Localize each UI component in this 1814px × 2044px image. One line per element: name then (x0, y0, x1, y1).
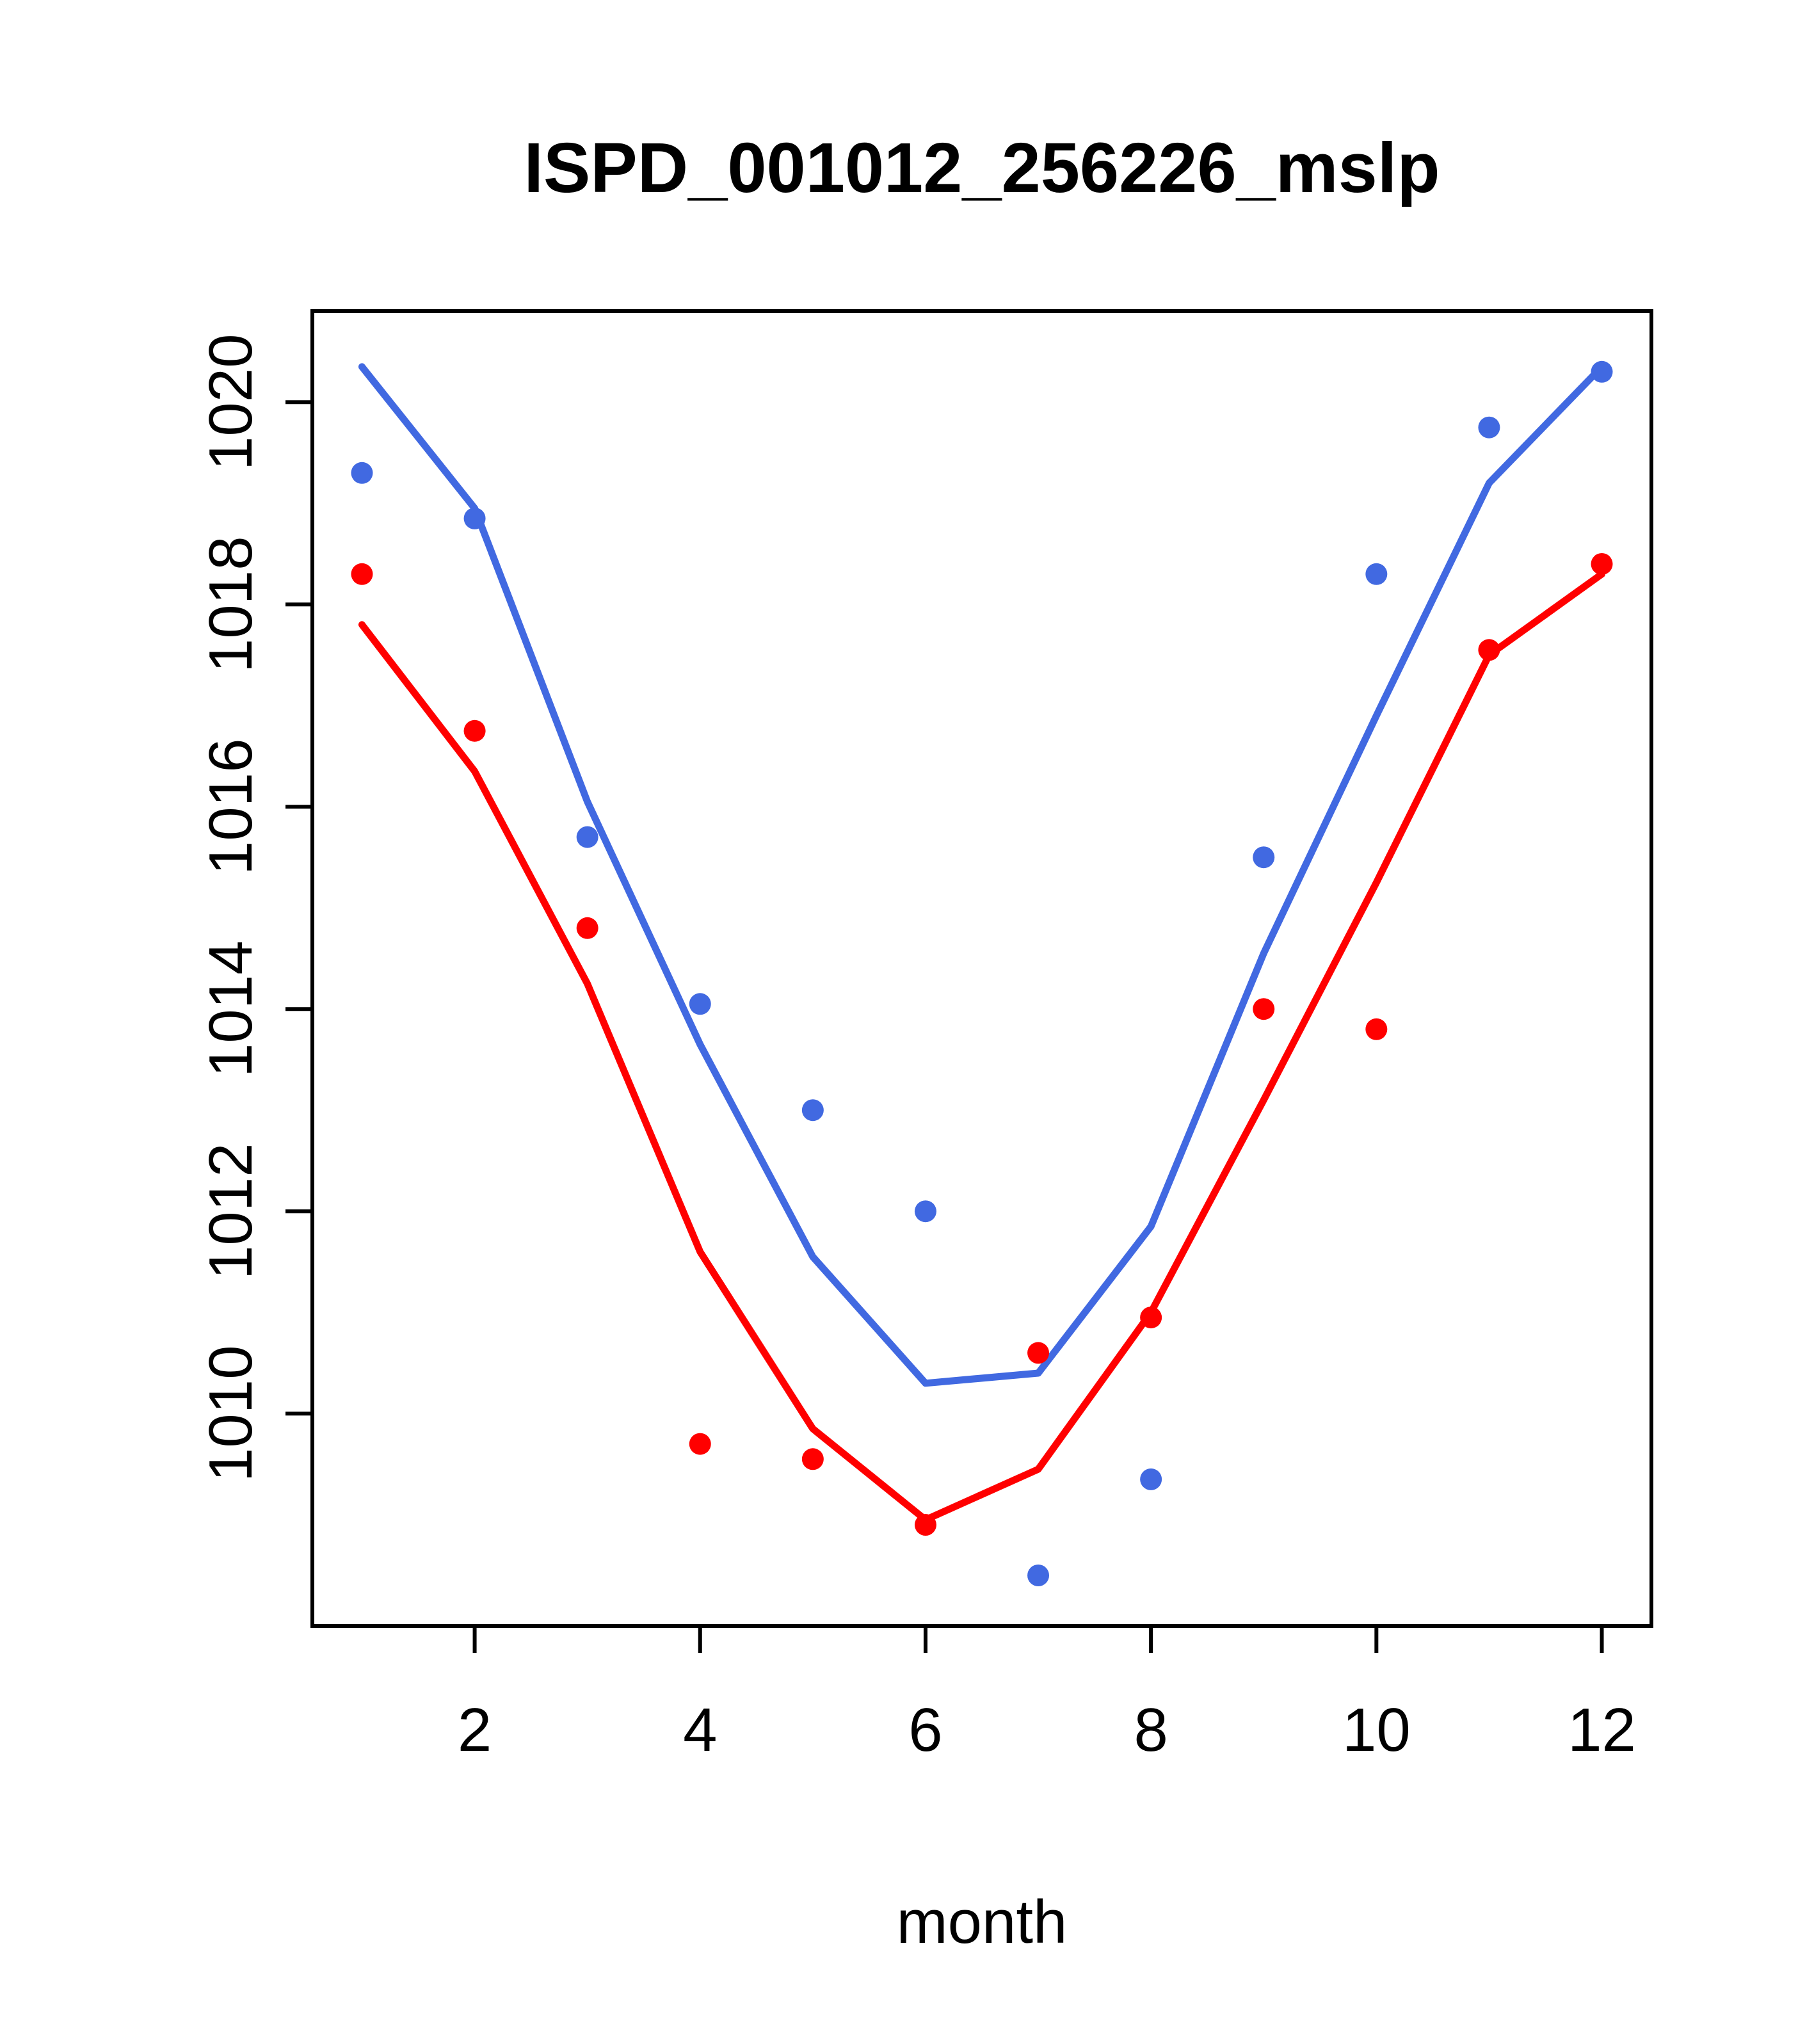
x-axis-tick-label: 6 (908, 1696, 942, 1764)
red-points-marker (351, 563, 373, 585)
red-points-marker (801, 1448, 824, 1470)
red-points-marker (1253, 998, 1275, 1020)
red-points-marker (463, 720, 486, 742)
blue-points-marker (1253, 846, 1275, 869)
blue-points-marker (351, 462, 373, 484)
blue-points-marker (576, 826, 598, 848)
x-axis-tick-label: 8 (1134, 1696, 1168, 1764)
x-axis-tick-label: 12 (1568, 1696, 1636, 1764)
red-points-marker (689, 1433, 711, 1455)
chart-title: ISPD_001012_256226_mslp (524, 129, 1440, 207)
blue-points-marker (1365, 563, 1388, 585)
series-points (351, 360, 1613, 1586)
y-axis-tick-label: 1010 (197, 1345, 265, 1482)
blue-line-path (358, 363, 1606, 1387)
blue-points-marker (1478, 416, 1500, 439)
blue-points-marker (1591, 360, 1613, 383)
x-axis-label: month (897, 1888, 1068, 1956)
red-points-marker (914, 1514, 936, 1536)
red-points-marker (1591, 553, 1613, 575)
series-lines (358, 363, 1606, 1524)
y-axis-tick-label: 1020 (197, 334, 265, 471)
y-axis-tick-label: 1014 (197, 940, 265, 1077)
y-axis-tick-label: 1012 (197, 1143, 265, 1280)
x-axis: 2 4 6 8 10 12 (458, 1626, 1636, 1764)
blue-points-marker (1027, 1565, 1050, 1586)
x-axis-tick-label: 2 (458, 1696, 492, 1764)
plot-border (310, 309, 1653, 1628)
blue-points-marker (689, 993, 711, 1015)
y-axis: 1010 1012 1014 1016 1018 1020 (197, 334, 312, 1482)
blue-points-marker (463, 507, 486, 529)
blue-points-marker (914, 1200, 936, 1223)
red-points-marker (1365, 1018, 1388, 1040)
blue-points-marker (1140, 1468, 1162, 1490)
red-points-marker (1027, 1342, 1050, 1364)
blue-points-marker (801, 1099, 824, 1122)
red-points-marker (576, 917, 598, 939)
x-axis-tick-label: 4 (683, 1696, 717, 1764)
red-line-path (358, 570, 1606, 1524)
red-points-marker (1478, 639, 1500, 661)
red-points-marker (1140, 1307, 1162, 1329)
y-axis-tick-label: 1018 (197, 536, 265, 673)
y-axis-tick-label: 1016 (197, 738, 265, 875)
x-axis-tick-label: 10 (1342, 1696, 1411, 1764)
